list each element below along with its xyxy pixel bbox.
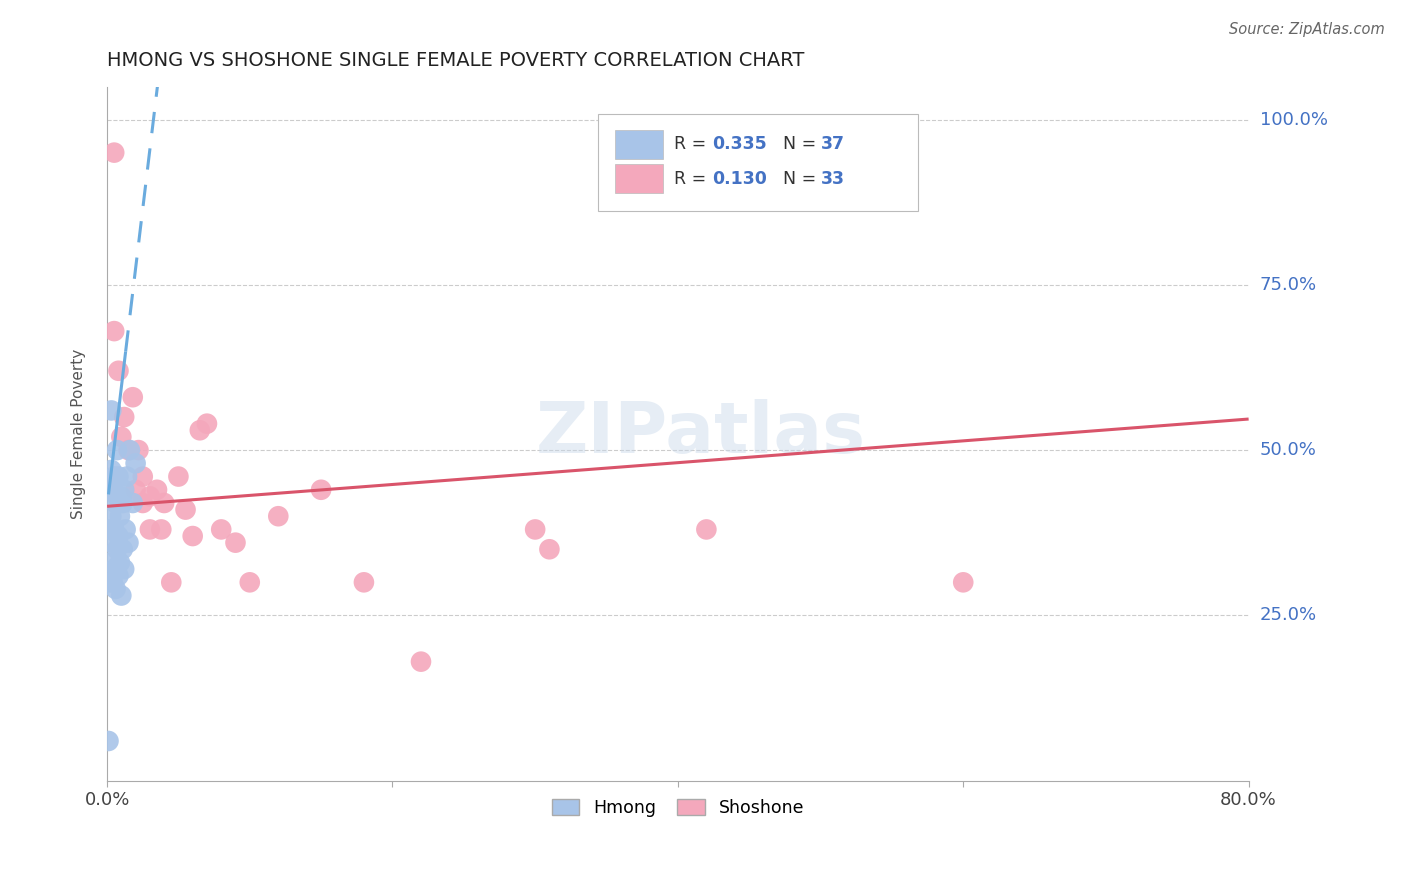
Point (409, 655, 432, 669)
Point (209, 523, 232, 537)
Text: R =: R = (675, 135, 713, 153)
Text: N =: N = (783, 169, 821, 188)
Point (117, 443, 139, 458)
Point (150, 523, 173, 537)
Point (309, 483, 332, 497)
Point (174, 502, 197, 516)
Point (132, 469, 155, 483)
Point (167, 469, 190, 483)
Point (104, 582, 127, 596)
Text: 75.0%: 75.0% (1260, 276, 1317, 293)
Point (146, 483, 169, 497)
Point (108, 509, 131, 524)
Point (139, 523, 162, 537)
Point (110, 430, 132, 444)
Point (695, 523, 717, 537)
Legend: Hmong, Shoshone: Hmong, Shoshone (544, 792, 811, 824)
Point (111, 496, 134, 510)
Point (117, 535, 139, 549)
Y-axis label: Single Female Poverty: Single Female Poverty (72, 349, 86, 519)
Point (124, 456, 146, 470)
Text: 0.335: 0.335 (711, 135, 766, 153)
Text: 0.130: 0.130 (711, 169, 766, 188)
Text: 25.0%: 25.0% (1260, 607, 1317, 624)
Text: ZIPatlas: ZIPatlas (536, 399, 866, 468)
Point (110, 489, 132, 503)
FancyBboxPatch shape (598, 114, 918, 211)
Point (111, 542, 134, 557)
Point (181, 529, 204, 543)
Point (98, 523, 121, 537)
Point (195, 417, 218, 431)
Point (112, 483, 135, 497)
Point (105, 443, 128, 458)
Text: R =: R = (675, 169, 713, 188)
FancyBboxPatch shape (614, 129, 664, 159)
Point (118, 443, 141, 458)
FancyBboxPatch shape (614, 164, 664, 194)
Point (115, 469, 138, 483)
Text: 33: 33 (821, 169, 845, 188)
Point (100, 556, 122, 570)
Text: 100.0%: 100.0% (1260, 111, 1327, 128)
Point (97, 476, 120, 491)
Point (160, 575, 183, 590)
Text: HMONG VS SHOSHONE SINGLE FEMALE POVERTY CORRELATION CHART: HMONG VS SHOSHONE SINGLE FEMALE POVERTY … (107, 51, 804, 70)
Text: N =: N = (783, 135, 821, 153)
Text: 37: 37 (821, 135, 845, 153)
Point (107, 469, 129, 483)
Point (110, 589, 132, 603)
Point (114, 523, 136, 537)
Text: 50.0%: 50.0% (1260, 442, 1316, 459)
Point (107, 568, 129, 582)
Point (524, 523, 547, 537)
Point (100, 509, 122, 524)
Point (103, 523, 125, 537)
Point (132, 496, 155, 510)
Point (98, 483, 121, 497)
Point (139, 489, 162, 503)
Point (121, 496, 143, 510)
Point (224, 535, 246, 549)
Point (105, 542, 128, 557)
Point (112, 410, 135, 425)
Point (952, 575, 974, 590)
Point (103, 562, 125, 576)
Point (239, 575, 262, 590)
Point (105, 489, 128, 503)
Point (103, 324, 125, 338)
Point (538, 542, 561, 557)
Point (100, 463, 122, 477)
Point (108, 556, 131, 570)
Point (121, 390, 143, 404)
Point (188, 423, 211, 437)
Point (101, 483, 124, 497)
Point (101, 575, 124, 590)
Point (267, 509, 290, 524)
Point (98, 575, 121, 590)
Point (127, 443, 149, 458)
Point (112, 562, 135, 576)
Point (107, 529, 129, 543)
Point (103, 145, 125, 160)
Point (107, 364, 129, 378)
Point (101, 535, 124, 549)
Point (124, 483, 146, 497)
Point (353, 575, 375, 590)
Point (100, 403, 122, 417)
Point (104, 496, 127, 510)
Point (103, 469, 125, 483)
Point (97, 734, 120, 748)
Point (153, 496, 176, 510)
Text: Source: ZipAtlas.com: Source: ZipAtlas.com (1229, 22, 1385, 37)
